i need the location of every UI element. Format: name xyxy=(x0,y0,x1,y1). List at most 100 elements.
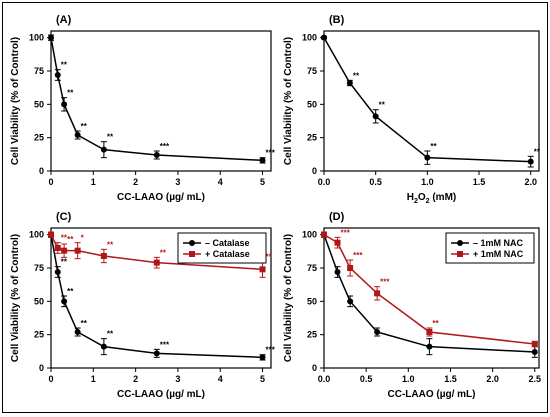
y-tick-label: 0 xyxy=(39,363,44,373)
plot-frame xyxy=(323,227,540,369)
x-tick-label: 0.5 xyxy=(360,374,373,384)
y-tick-label: 25 xyxy=(307,133,317,143)
x-tick-label: 1 xyxy=(91,177,96,187)
chart-panel-4: (D) 0.0 0.5 1.0 1.5 2.0 2.5 0 25 50 75 100 CC-LAAO (… xyxy=(283,211,541,400)
figure-frame: (A) 0 1 2 3 4 5 0 25 50 75 100 CC-LAAO (µg/ mL) Cell … xyxy=(2,2,548,413)
x-tick-label: 0 xyxy=(48,374,53,384)
x-axis-label: CC-LAAO (µg/ mL) xyxy=(388,389,476,400)
x-tick-label: 5 xyxy=(260,177,265,187)
plot-frame xyxy=(50,227,272,369)
data-point xyxy=(54,269,61,275)
significance-label: ** xyxy=(107,133,114,142)
y-tick-label: 25 xyxy=(307,330,317,340)
x-tick-label: 4 xyxy=(218,177,223,187)
data-point xyxy=(259,354,266,361)
x-tick-label: 4 xyxy=(218,374,223,384)
x-tick-label: 0.0 xyxy=(318,177,331,187)
significance-label: *** xyxy=(266,346,276,355)
significance-label: *** xyxy=(160,340,170,349)
significance-label: ** xyxy=(67,89,74,98)
plot-frame xyxy=(323,30,540,172)
x-tick-label: 2.0 xyxy=(486,374,499,384)
legend-marker xyxy=(457,240,463,246)
x-tick-label: 1.5 xyxy=(473,177,486,187)
data-point xyxy=(100,343,107,350)
data-point xyxy=(100,253,107,259)
y-tick-label: 75 xyxy=(34,66,44,76)
data-point xyxy=(374,329,381,335)
y-tick-label: 25 xyxy=(34,330,44,340)
significance-label: ** xyxy=(379,101,386,110)
series-line xyxy=(323,37,531,163)
legend-box xyxy=(445,232,535,264)
data-point xyxy=(61,101,68,108)
x-axis-label-subscript: 2 xyxy=(426,198,430,205)
y-tick-label: 0 xyxy=(312,166,317,176)
legend-entry: – 1mM NAC xyxy=(473,238,524,248)
panel-label: (A) xyxy=(56,14,72,26)
y-tick-label: 75 xyxy=(34,263,44,273)
x-tick-label: 2 xyxy=(133,177,138,187)
x-axis-label-subscript: 2 xyxy=(414,198,418,205)
significance-label: ** xyxy=(61,258,68,267)
significance-label: *** xyxy=(160,142,170,151)
data-point xyxy=(346,80,353,86)
x-tick-label: 0 xyxy=(48,177,53,187)
y-tick-label: 100 xyxy=(302,230,317,240)
significance-label: ** xyxy=(430,142,437,151)
data-point xyxy=(48,231,54,238)
significance-label: *** xyxy=(266,149,276,158)
significance-label: ** xyxy=(81,122,88,131)
y-tick-label: 25 xyxy=(34,133,44,143)
y-tick-label: 50 xyxy=(34,296,44,306)
x-axis-label-part: O xyxy=(418,192,426,203)
data-point xyxy=(334,269,341,275)
significance-label: ** xyxy=(432,319,439,328)
data-point xyxy=(153,350,160,357)
significance-label: *** xyxy=(380,278,390,287)
data-point xyxy=(531,341,538,347)
plot-frame xyxy=(50,30,272,172)
data-point xyxy=(153,152,160,158)
legend-marker xyxy=(189,240,195,246)
x-axis-label: CC-LAAO (µg/ mL) xyxy=(117,389,205,400)
significance-label: ** xyxy=(266,252,273,261)
data-point xyxy=(347,298,354,305)
significance-label: ** xyxy=(534,147,541,156)
series-1 xyxy=(321,231,538,358)
x-tick-label: 1.0 xyxy=(421,177,434,187)
x-axis-label: H2O2 (mM) xyxy=(407,192,457,205)
data-point xyxy=(426,329,433,335)
x-tick-label: 2.0 xyxy=(524,177,537,187)
data-point xyxy=(374,290,381,297)
series-2: *********** xyxy=(321,228,538,348)
data-point xyxy=(153,259,160,266)
legend-marker xyxy=(457,251,463,257)
significance-label: ** xyxy=(107,330,114,339)
y-tick-label: 100 xyxy=(29,33,44,43)
y-tick-label: 75 xyxy=(307,263,317,273)
series-1: ** ** ** ** xyxy=(321,34,541,168)
x-tick-label: 3 xyxy=(175,374,180,384)
x-axis-label-part: H xyxy=(407,192,414,203)
significance-label: ** xyxy=(67,287,74,296)
data-point xyxy=(321,231,327,238)
x-tick-label: 1 xyxy=(91,374,96,384)
legend-entry: + 1mM NAC xyxy=(473,249,524,259)
data-point xyxy=(259,266,266,273)
significance-label: * xyxy=(81,234,85,243)
x-tick-label: 2.5 xyxy=(529,374,542,384)
series-line xyxy=(323,234,535,353)
x-tick-label: 3 xyxy=(175,177,180,187)
data-point xyxy=(531,349,538,355)
x-tick-label: 1.0 xyxy=(402,374,415,384)
panel-label: (D) xyxy=(329,211,345,223)
significance-label: ** xyxy=(81,319,88,328)
data-point xyxy=(74,329,81,335)
x-axis-label-part: (mM) xyxy=(430,192,457,203)
y-tick-label: 0 xyxy=(312,363,317,373)
data-point xyxy=(426,343,433,350)
